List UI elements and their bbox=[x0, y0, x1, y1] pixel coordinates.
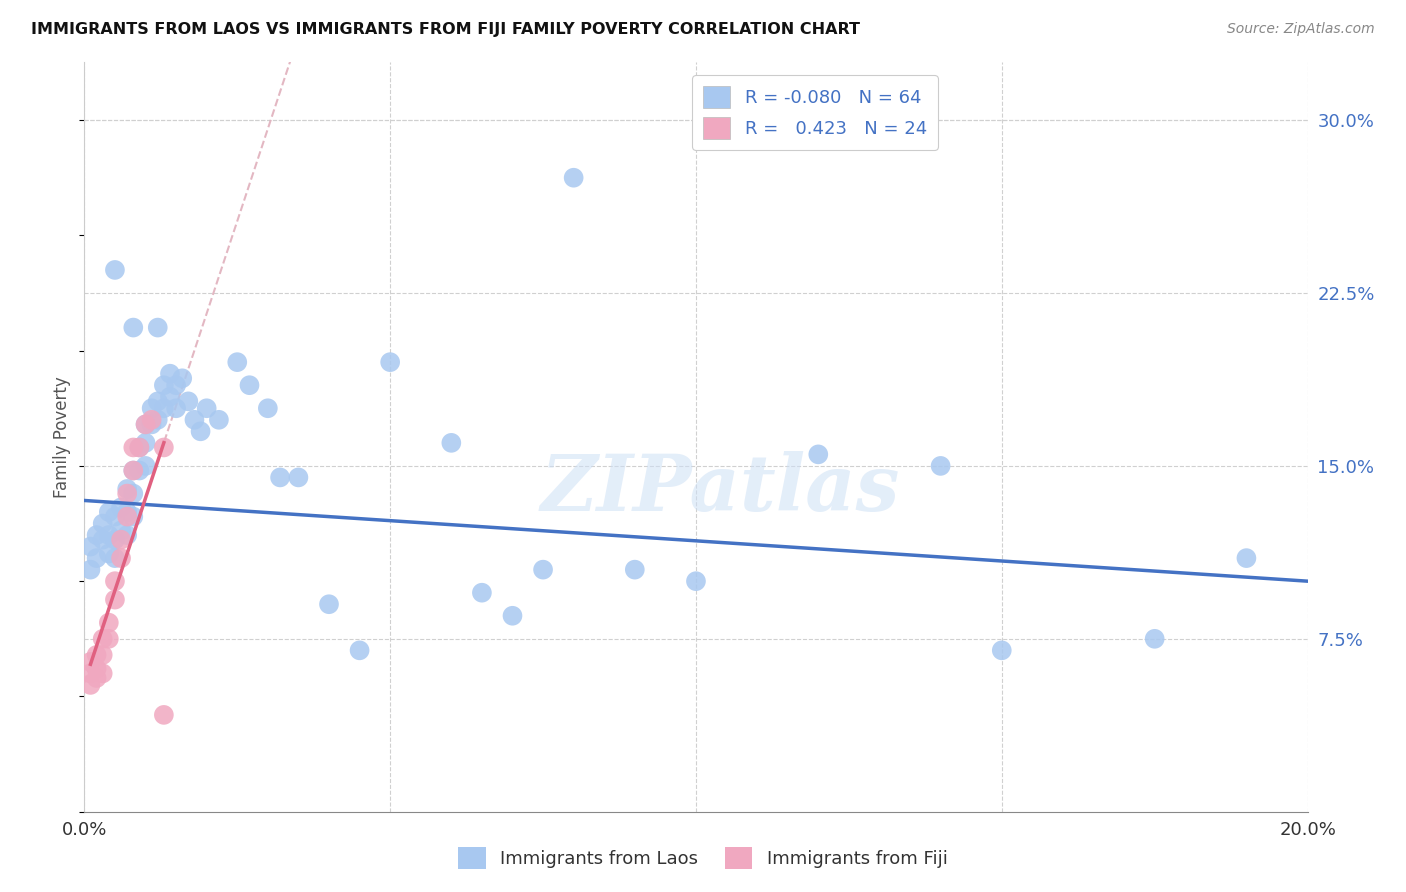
Point bbox=[110, 551, 132, 566]
Point bbox=[122, 463, 145, 477]
Point bbox=[159, 367, 181, 381]
Point bbox=[91, 648, 114, 662]
Point bbox=[86, 551, 108, 566]
Point bbox=[104, 263, 127, 277]
Point bbox=[165, 378, 187, 392]
Point bbox=[165, 401, 187, 416]
Point bbox=[141, 417, 163, 432]
Point bbox=[135, 417, 157, 432]
Point bbox=[135, 458, 157, 473]
Y-axis label: Family Poverty: Family Poverty bbox=[53, 376, 72, 498]
Point bbox=[115, 528, 138, 542]
Point bbox=[153, 707, 176, 722]
Point bbox=[86, 648, 108, 662]
Point bbox=[153, 378, 176, 392]
Point bbox=[97, 632, 120, 646]
Point bbox=[502, 608, 524, 623]
Point bbox=[318, 597, 340, 611]
Point bbox=[110, 500, 132, 515]
Point bbox=[79, 563, 101, 577]
Point bbox=[141, 401, 163, 416]
Point bbox=[531, 563, 554, 577]
Point bbox=[122, 463, 145, 477]
Point bbox=[471, 585, 494, 599]
Point bbox=[624, 563, 647, 577]
Point bbox=[287, 470, 309, 484]
Point bbox=[159, 390, 181, 404]
Point bbox=[97, 615, 120, 630]
Text: IMMIGRANTS FROM LAOS VS IMMIGRANTS FROM FIJI FAMILY POVERTY CORRELATION CHART: IMMIGRANTS FROM LAOS VS IMMIGRANTS FROM … bbox=[31, 22, 860, 37]
Point bbox=[91, 632, 114, 646]
Point bbox=[1143, 632, 1166, 646]
Point bbox=[807, 447, 830, 461]
Point bbox=[91, 533, 114, 547]
Point bbox=[226, 355, 249, 369]
Point bbox=[153, 401, 176, 416]
Point bbox=[91, 516, 114, 531]
Point bbox=[86, 662, 108, 676]
Point bbox=[104, 551, 127, 566]
Point bbox=[1236, 551, 1258, 566]
Point bbox=[269, 470, 291, 484]
Point bbox=[104, 533, 127, 547]
Legend: Immigrants from Laos, Immigrants from Fiji: Immigrants from Laos, Immigrants from Fi… bbox=[450, 838, 956, 879]
Point bbox=[104, 509, 127, 524]
Point bbox=[79, 655, 101, 669]
Point bbox=[183, 413, 205, 427]
Point bbox=[991, 643, 1014, 657]
Text: Source: ZipAtlas.com: Source: ZipAtlas.com bbox=[1227, 22, 1375, 37]
Point bbox=[195, 401, 218, 416]
Point bbox=[115, 509, 138, 524]
Point bbox=[104, 574, 127, 589]
Point bbox=[349, 643, 371, 657]
Point bbox=[110, 524, 132, 538]
Point bbox=[257, 401, 280, 416]
Point bbox=[172, 371, 194, 385]
Point bbox=[104, 592, 127, 607]
Point bbox=[97, 505, 120, 519]
Point bbox=[122, 509, 145, 524]
Point bbox=[97, 528, 120, 542]
Point bbox=[135, 417, 157, 432]
Point bbox=[79, 540, 101, 554]
Point bbox=[153, 441, 176, 455]
Point bbox=[86, 671, 108, 685]
Point bbox=[128, 441, 150, 455]
Point bbox=[91, 666, 114, 681]
Point bbox=[128, 441, 150, 455]
Point bbox=[135, 435, 157, 450]
Point bbox=[79, 678, 101, 692]
Point bbox=[929, 458, 952, 473]
Point bbox=[115, 505, 138, 519]
Point bbox=[685, 574, 707, 589]
Point bbox=[128, 463, 150, 477]
Point bbox=[146, 394, 169, 409]
Point bbox=[562, 170, 585, 185]
Point bbox=[190, 425, 212, 439]
Point bbox=[238, 378, 260, 392]
Point bbox=[86, 528, 108, 542]
Point bbox=[177, 394, 200, 409]
Point bbox=[79, 666, 101, 681]
Point bbox=[146, 413, 169, 427]
Text: ZIPatlas: ZIPatlas bbox=[541, 451, 900, 528]
Point bbox=[122, 441, 145, 455]
Point bbox=[141, 413, 163, 427]
Point bbox=[146, 320, 169, 334]
Point bbox=[380, 355, 402, 369]
Point bbox=[122, 486, 145, 500]
Point bbox=[115, 486, 138, 500]
Point bbox=[110, 533, 132, 547]
Point bbox=[115, 482, 138, 496]
Point bbox=[97, 547, 120, 561]
Legend: R = -0.080   N = 64, R =   0.423   N = 24: R = -0.080 N = 64, R = 0.423 N = 24 bbox=[692, 75, 938, 150]
Point bbox=[122, 320, 145, 334]
Point bbox=[208, 413, 231, 427]
Point bbox=[440, 435, 463, 450]
